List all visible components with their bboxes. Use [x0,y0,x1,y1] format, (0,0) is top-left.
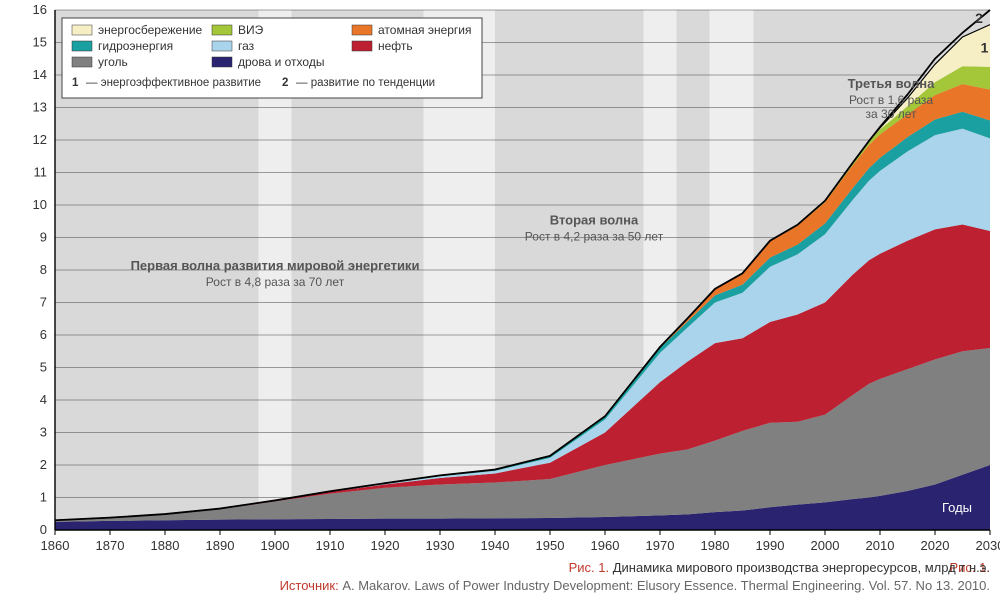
scenario-1-label: 1 [981,39,989,55]
legend-swatch [72,25,92,35]
legend-label: ВИЭ [238,23,264,37]
x-tick-label: 1930 [426,538,455,553]
x-tick-label: 2010 [866,538,895,553]
wave-subtitle: за 30 лет [866,107,917,121]
wave-title: Вторая волна [550,213,639,228]
x-axis-label: Годы [942,500,972,515]
x-tick-label: 1880 [151,538,180,553]
x-tick-label: 1950 [536,538,565,553]
x-tick-label: 1860 [41,538,70,553]
legend-scenario-num: 2 [282,77,288,89]
y-tick-label: 1 [40,490,47,505]
wave-subtitle: Рост в 4,8 раза за 70 лет [206,275,345,289]
x-tick-label: 1900 [261,538,290,553]
x-tick-label: 1870 [96,538,125,553]
y-tick-label: 4 [40,392,47,407]
x-tick-label: 1920 [371,538,400,553]
y-tick-label: 12 [33,132,47,147]
legend-swatch [212,25,232,35]
wave-subtitle: Рост в 4,2 раза за 50 лет [525,230,664,244]
x-tick-label: 2020 [921,538,950,553]
legend-swatch [352,25,372,35]
legend-label: уголь [98,55,128,69]
x-tick-label: 1890 [206,538,235,553]
x-tick-label: 1980 [701,538,730,553]
y-tick-label: 0 [40,522,47,537]
legend-scenario-num: 1 [72,77,79,89]
legend-swatch [72,57,92,67]
y-tick-label: 7 [40,295,47,310]
y-tick-label: 13 [33,100,47,115]
y-tick-label: 14 [33,67,47,82]
legend-label: гидроэнергия [98,39,173,53]
legend-scenario-text: — энергоэффективное развитие [86,77,261,89]
y-tick-label: 16 [33,2,47,17]
y-tick-label: 8 [40,262,47,277]
legend-swatch [72,41,92,51]
figure-source: Источник: A. Makarov. Laws of Power Indu… [280,578,990,593]
y-tick-label: 10 [33,197,47,212]
legend-swatch [212,41,232,51]
wave-title: Первая волна развития мировой энергетики [131,258,420,273]
chart-container: 0123456789101112131415161860187018801890… [0,0,1000,600]
legend-scenario-text: — развитие по тенденции [296,77,435,89]
x-tick-label: 2000 [811,538,840,553]
legend-swatch [212,57,232,67]
figure-caption: Рис. 1. Динамика мирового производства э… [569,560,990,575]
y-tick-label: 2 [40,457,47,472]
x-tick-label: 1940 [481,538,510,553]
legend-label: нефть [378,39,413,53]
y-tick-label: 9 [40,230,47,245]
wave-subtitle: Рост в 1,6 раза [849,93,933,107]
y-tick-label: 11 [34,165,48,180]
scenario-2-label: 2 [975,10,983,26]
y-tick-label: 6 [40,327,47,342]
x-tick-label: 1960 [591,538,620,553]
x-tick-label: 1970 [646,538,675,553]
stacked-area-chart: 0123456789101112131415161860187018801890… [0,0,1000,600]
y-tick-label: 15 [33,35,47,50]
legend-swatch [352,41,372,51]
legend-label: газ [238,39,255,53]
y-tick-label: 3 [40,425,47,440]
legend-label: энергосбережение [98,23,203,37]
y-tick-label: 5 [40,360,47,375]
legend-label: атомная энергия [378,23,472,37]
wave-title: Третья волна [848,76,936,91]
x-tick-label: 1910 [316,538,345,553]
x-tick-label: 2030 [976,538,1000,553]
x-tick-label: 1990 [756,538,785,553]
legend-label: дрова и отходы [238,55,324,69]
